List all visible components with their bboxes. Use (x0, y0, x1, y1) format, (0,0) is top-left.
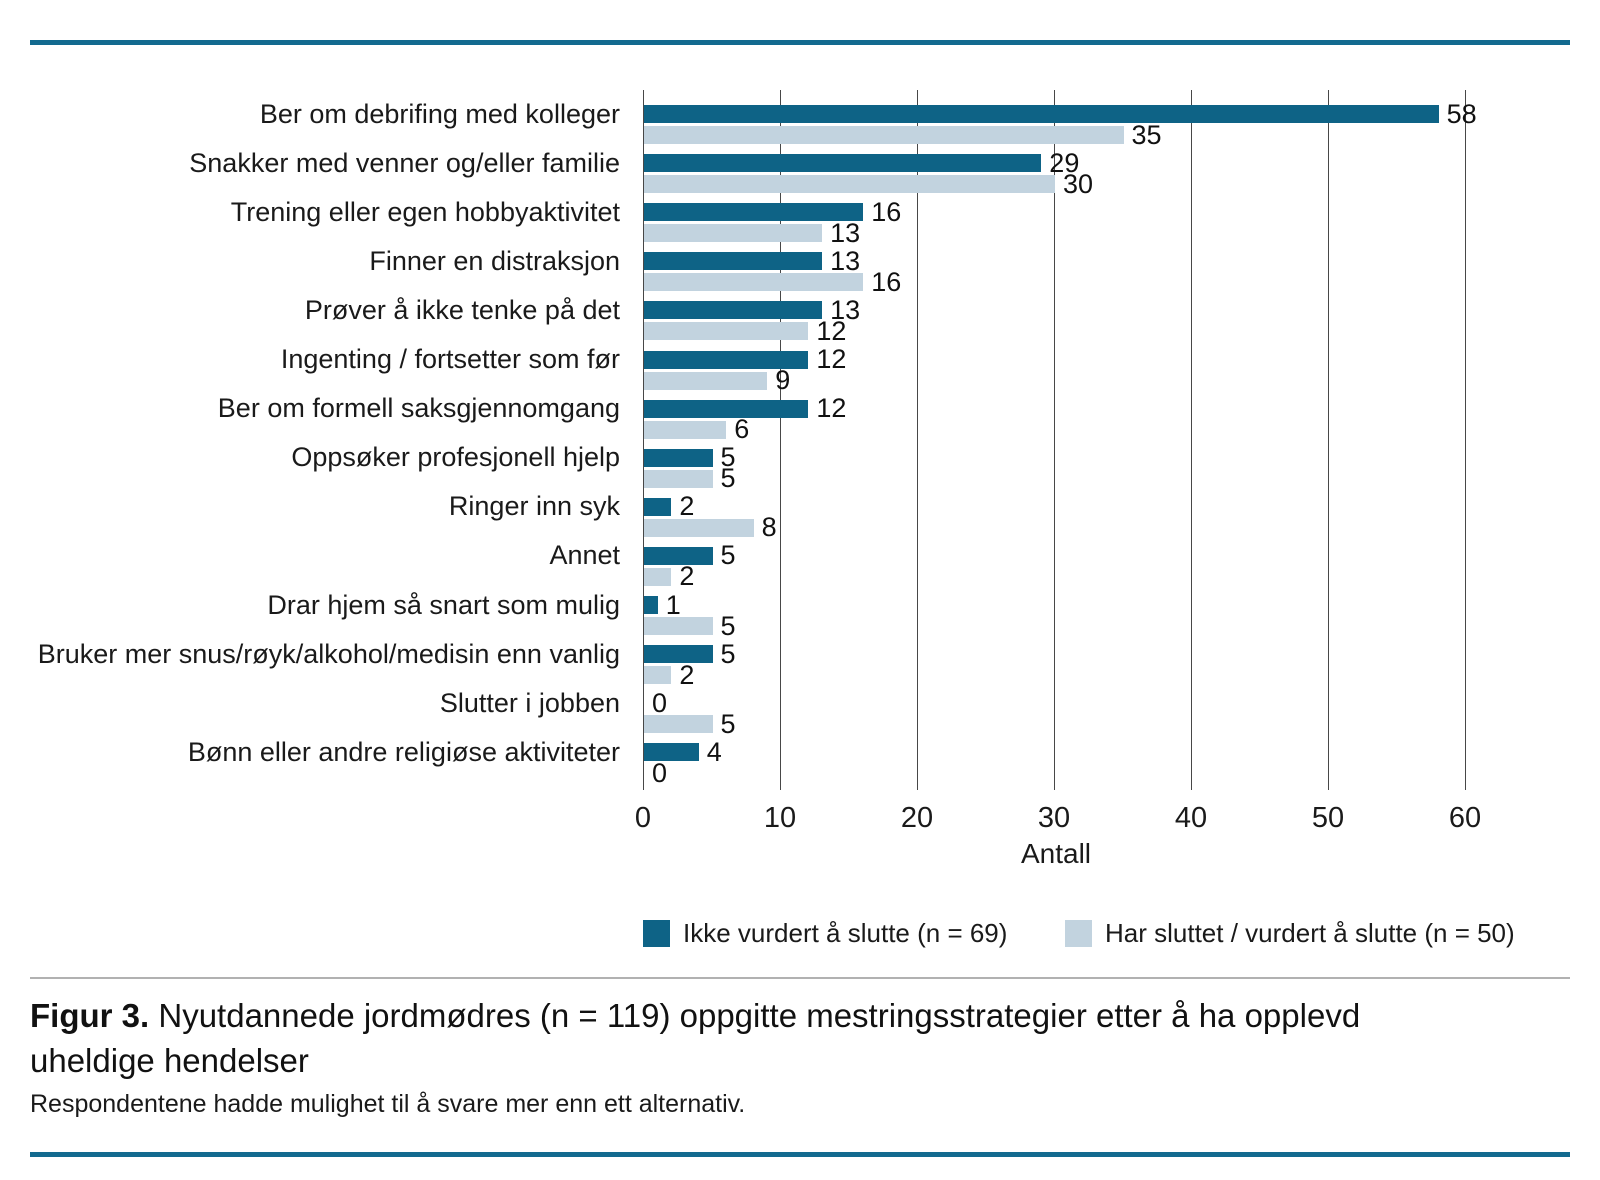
bar-s0-c4 (644, 301, 823, 320)
bar-value-label: 5 (720, 540, 736, 571)
top-rule (30, 40, 1570, 45)
bar-s1-c10 (644, 617, 713, 635)
bar-s1-c2 (644, 224, 823, 243)
legend-item-quit-or-considered: Har sluttet / vurdert å slutte (n = 50) (1065, 918, 1515, 948)
bar-value-label: 2 (679, 561, 695, 592)
bar-s1-c4 (644, 322, 809, 341)
bar-value-label: 5 (720, 638, 736, 669)
category-label: Ingenting / fortsetter som før (280, 344, 620, 374)
gridline (1465, 90, 1466, 790)
bar-s1-c8 (644, 518, 754, 537)
category-label: Oppsøker profesjonell hjelp (291, 442, 620, 473)
category-label: Ringer inn syk (448, 491, 620, 522)
bar-s1-c9 (644, 567, 672, 586)
bar-value-label: 8 (761, 512, 777, 543)
x-axis-title: Antall (1020, 838, 1092, 869)
legend-item-not-considered-quitting: Ikke vurdert å slutte (n = 69) (643, 918, 1007, 948)
gridline (643, 90, 644, 790)
bar-s1-c3 (644, 273, 864, 292)
x-tick-label: 10 (763, 802, 797, 834)
bar-value-label: 12 (816, 315, 847, 346)
x-tick-label: 60 (1448, 802, 1482, 834)
bar-value-label: 16 (871, 196, 902, 227)
bar-s0-c0 (644, 105, 1439, 123)
category-label: Bønn eller andre religiøse aktiviteter (187, 736, 620, 767)
bar-value-label: 35 (1131, 119, 1162, 150)
figure-caption: Figur 3. Nyutdannede jordmødres (n = 119… (30, 993, 1375, 1083)
bar-s0-c8 (644, 497, 672, 516)
bar-s1-c7 (644, 469, 713, 488)
gridline (1191, 90, 1192, 790)
bar-value-label: 4 (706, 736, 722, 767)
bar-s1-c0 (644, 126, 1124, 144)
figure-title: Nyutdannede jordmødres (n = 119) oppgitt… (30, 997, 1361, 1079)
gridline (780, 90, 781, 790)
legend-label: Har sluttet / vurdert å slutte (n = 50) (1105, 917, 1515, 948)
category-label: Drar hjem så snart som mulig (267, 589, 620, 620)
bar-value-label: 12 (816, 393, 847, 424)
bar-s1-c12 (644, 715, 713, 734)
bar-s0-c7 (644, 448, 713, 467)
category-label: Trening eller egen hobbyaktivitet (230, 196, 620, 227)
bar-s0-c13 (644, 743, 699, 762)
figure-note: Respondentene hadde mulighet til å svare… (30, 1090, 746, 1118)
caption-divider (30, 977, 1570, 979)
category-label: Finner en distraksjon (369, 245, 620, 276)
bar-value-label: 0 (652, 687, 668, 718)
bar-value-label: 5 (720, 610, 736, 641)
bar-value-label: 0 (652, 757, 668, 788)
category-axis: Ber om debrifing med kolleger Snakker med… (20, 90, 620, 790)
x-tick-label: 20 (900, 802, 934, 834)
figure-number: Figur 3. (30, 997, 150, 1034)
legend-swatch-light (1065, 919, 1092, 947)
bar-s1-c5 (644, 371, 768, 390)
bar-s1-c6 (644, 420, 727, 439)
bar-chart-plot: 0 10 20 30 40 50 60 58 35 29 30 16 13 13 16 13 12 12 9 12 6 5… (635, 90, 1481, 834)
bar-value-label: 2 (679, 491, 695, 522)
bar-s0-c3 (644, 252, 823, 271)
bar-value-label: 1 (665, 589, 681, 620)
gridline (917, 90, 918, 790)
gridline (1054, 90, 1055, 790)
bar-value-label: 58 (1446, 98, 1477, 129)
bottom-rule (30, 1152, 1570, 1157)
bar-s0-c11 (644, 645, 713, 664)
category-label: Slutter i jobben (439, 687, 620, 718)
bar-value-label: 9 (775, 365, 791, 395)
category-label: Bruker mer snus/røyk/alkohol/medisin enn… (37, 638, 620, 669)
gridline (1328, 90, 1329, 790)
bar-s0-c6 (644, 399, 809, 418)
bar-value-label: 5 (720, 442, 736, 473)
category-label: Prøver å ikke tenke på det (304, 294, 620, 325)
bar-s0-c1 (644, 154, 1042, 173)
bar-value-label: 5 (720, 708, 736, 739)
x-tick-label: 40 (1174, 802, 1208, 834)
legend-swatch-dark (643, 919, 670, 947)
bar-value-label: 30 (1063, 168, 1094, 199)
bar-value-label: 6 (734, 414, 750, 445)
legend-label: Ikke vurdert å slutte (n = 69) (683, 917, 1008, 948)
category-label: Ber om debrifing med kolleger (259, 98, 620, 129)
bar-s0-c10 (644, 596, 658, 614)
x-tick-label: 30 (1037, 802, 1071, 834)
bar-s1-c1 (644, 175, 1055, 194)
category-label: Snakker med venner og/eller familie (189, 147, 620, 178)
bar-s0-c5 (644, 350, 809, 369)
x-tick-label: 0 (634, 802, 652, 834)
bar-value-label: 13 (830, 217, 861, 248)
bar-value-label: 12 (816, 344, 847, 374)
bar-s1-c11 (644, 666, 672, 685)
category-label: Annet (549, 540, 620, 571)
bar-s0-c2 (644, 203, 864, 222)
bar-value-label: 5 (720, 463, 736, 494)
bar-s0-c9 (644, 546, 713, 565)
category-label: Ber om formell saksgjennomgang (217, 393, 620, 424)
bar-value-label: 2 (679, 659, 695, 690)
x-tick-label: 50 (1311, 802, 1345, 834)
bar-value-label: 13 (830, 245, 861, 276)
bar-value-label: 16 (871, 266, 902, 297)
